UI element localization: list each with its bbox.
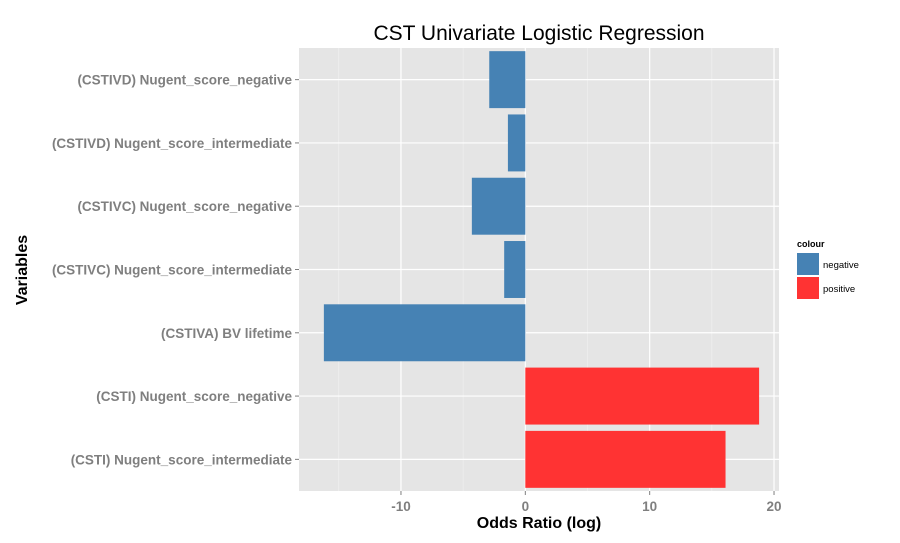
- y-axis-title: Variables: [14, 235, 31, 305]
- legend: colour negative positive: [797, 239, 859, 299]
- x-tick-label: 20: [767, 499, 782, 514]
- y-tick-label: (CSTIVC) Nugent_score_intermediate: [52, 263, 293, 278]
- legend-label-negative: negative: [823, 260, 859, 271]
- x-tick-label: 0: [522, 499, 530, 514]
- y-axis-tick-labels: (CSTIVD) Nugent_score_negative (CSTIVD) N…: [52, 73, 299, 467]
- y-tick-label: (CSTIVD) Nugent_score_negative: [77, 73, 292, 88]
- bar: [471, 177, 526, 235]
- x-axis-title: Odds Ratio (log): [477, 515, 601, 532]
- bars: [323, 51, 760, 488]
- legend-label-positive: positive: [823, 284, 855, 295]
- bar: [525, 367, 760, 425]
- x-tick-label: -10: [391, 499, 411, 514]
- legend-title: colour: [797, 239, 825, 249]
- bar: [504, 241, 526, 298]
- bar: [507, 114, 526, 172]
- y-tick-label: (CSTIVC) Nugent_score_negative: [77, 199, 292, 214]
- x-tick-label: 10: [642, 499, 657, 514]
- bar: [489, 51, 526, 109]
- chart-title: CST Univariate Logistic Regression: [373, 22, 704, 45]
- y-tick-label: (CSTI) Nugent_score_negative: [96, 389, 292, 404]
- bar: [525, 430, 726, 488]
- x-axis-tick-labels: -10 0 10 20: [391, 491, 782, 514]
- y-tick-label: (CSTIVD) Nugent_score_intermediate: [52, 136, 293, 151]
- y-tick-label: (CSTIVA) BV lifetime: [161, 326, 293, 341]
- legend-key-negative: [797, 253, 819, 275]
- legend-key-positive: [797, 277, 819, 299]
- bar: [323, 304, 526, 362]
- y-tick-label: (CSTI) Nugent_score_intermediate: [71, 452, 293, 467]
